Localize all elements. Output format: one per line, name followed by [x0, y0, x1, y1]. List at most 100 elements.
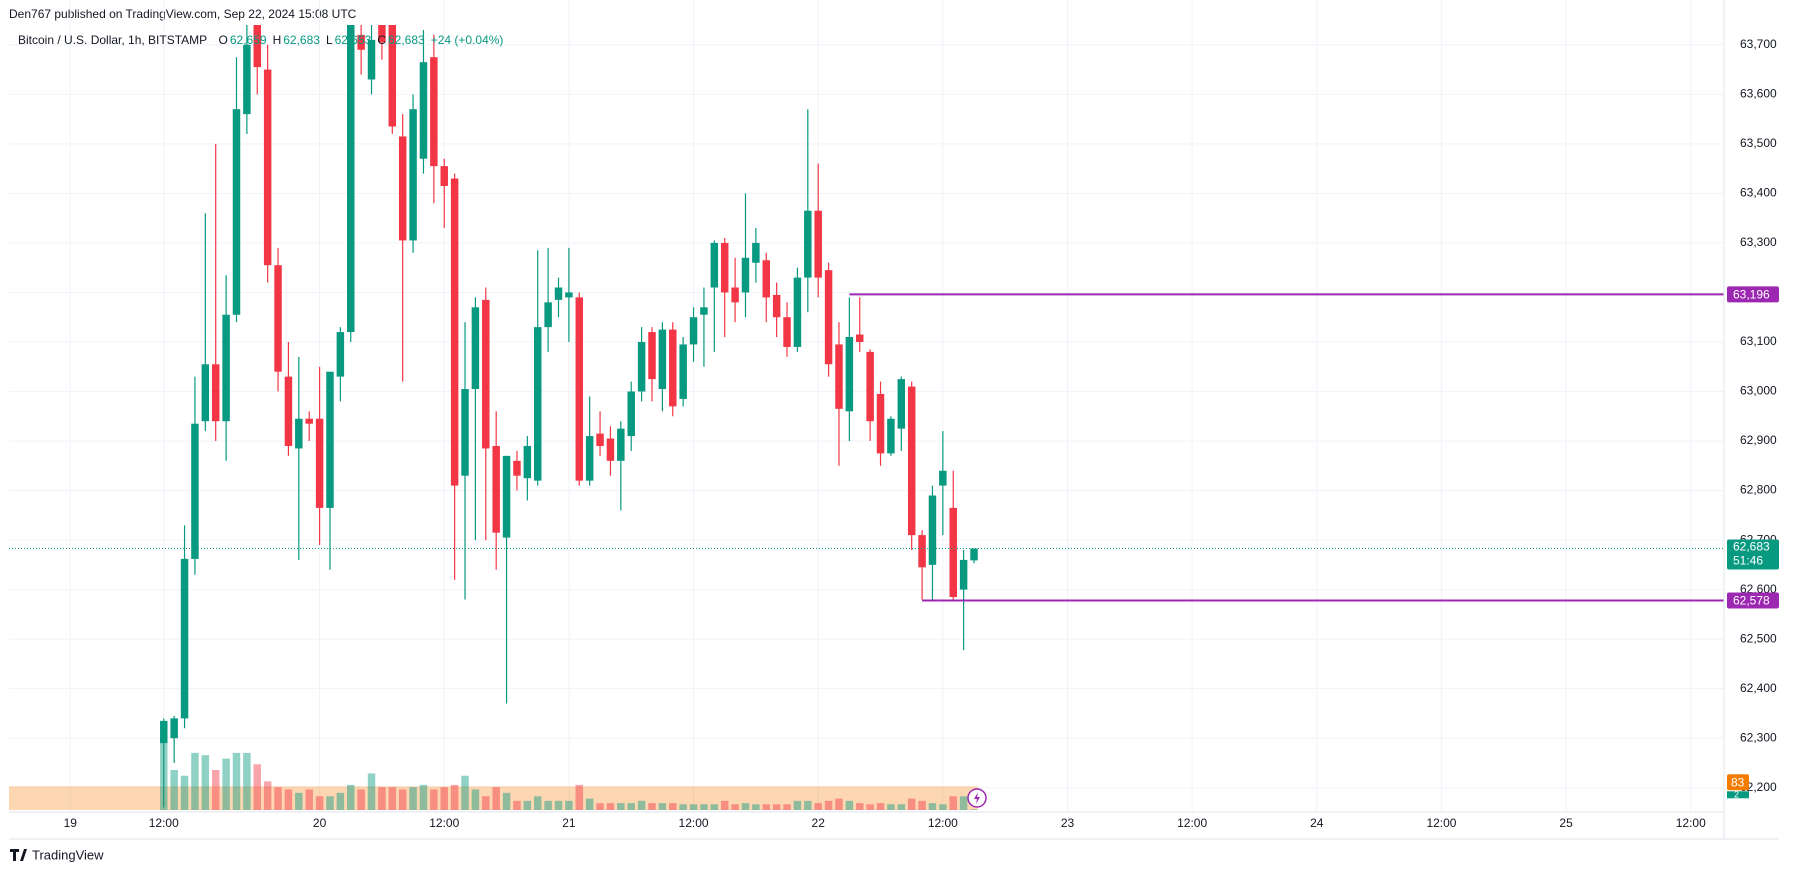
- volume-bar: [845, 800, 854, 810]
- volume-bar: [295, 792, 303, 810]
- x-tick-label: 22: [812, 816, 826, 830]
- volume-bar: [253, 764, 262, 810]
- x-tick-label: 24: [1310, 816, 1324, 830]
- volume-bar: [347, 784, 355, 810]
- candle-body: [689, 317, 698, 345]
- candle-body: [970, 548, 978, 561]
- candle-body: [575, 297, 584, 481]
- y-tick-label: 62,900: [1740, 433, 1777, 447]
- candle-body: [191, 423, 199, 559]
- logo-text: TradingView: [32, 847, 104, 862]
- candle-body: [471, 307, 480, 390]
- candle-body: [461, 389, 469, 476]
- volume-bar: [211, 770, 220, 810]
- candle-body: [814, 210, 822, 278]
- symbol-title: Bitcoin / U.S. Dollar, 1h, BITSTAMP: [18, 33, 208, 47]
- volume-bar: [398, 789, 407, 810]
- candle-body: [201, 364, 210, 422]
- level-box: [1727, 592, 1779, 609]
- candle-body: [180, 558, 189, 719]
- volume-bar: [274, 787, 282, 810]
- volume-bar: [856, 803, 864, 810]
- candle-body: [533, 327, 542, 481]
- candle-body: [211, 364, 220, 422]
- candle-body: [856, 334, 864, 342]
- x-tick-label: 23: [1061, 816, 1075, 830]
- candle-body: [378, 25, 386, 43]
- volume-bar: [658, 803, 667, 810]
- volume-bar: [596, 803, 604, 810]
- candle-body: [347, 25, 355, 333]
- x-tick-label: 12:00: [928, 816, 958, 830]
- volume-bar: [648, 803, 656, 810]
- candle-body: [897, 379, 906, 429]
- volume-ma-label: 83: [1731, 775, 1745, 789]
- volume-bar: [378, 787, 386, 810]
- volume-bar: [482, 796, 490, 810]
- candle-body: [160, 720, 168, 744]
- candle-body: [949, 507, 957, 598]
- grid: [9, 0, 1724, 812]
- y-tick-label: 62,800: [1740, 483, 1777, 497]
- candle-body: [430, 57, 438, 167]
- candle-body: [263, 69, 272, 266]
- candle-body: [357, 34, 365, 50]
- x-tick-label: 12:00: [429, 816, 459, 830]
- candle-body: [752, 242, 760, 263]
- volume-bar: [232, 752, 241, 810]
- volume-bar: [814, 803, 822, 810]
- candle-body: [367, 39, 376, 80]
- volume-bar: [533, 796, 542, 810]
- volume-bar: [461, 775, 469, 810]
- candle-body: [315, 418, 324, 508]
- candle-body: [482, 299, 490, 449]
- volume-bar: [450, 784, 459, 810]
- candle-body: [804, 210, 812, 278]
- y-tick-label: 62,200: [1740, 780, 1777, 794]
- x-tick-label: 12:00: [149, 816, 179, 830]
- candle-body: [669, 329, 677, 407]
- candle-body: [762, 260, 770, 298]
- volume-bar: [305, 789, 313, 810]
- y-tick-label: 63,700: [1740, 37, 1777, 51]
- axes: 62,20062,30062,40062,50062,60062,70062,8…: [64, 37, 1779, 830]
- candle-body: [326, 371, 334, 508]
- volume-bar: [523, 800, 532, 810]
- volume-bar: [897, 804, 906, 810]
- volume-bar: [876, 803, 885, 810]
- volume-bar: [679, 804, 687, 810]
- volume-bar: [565, 800, 573, 810]
- candle-body: [793, 277, 802, 347]
- candle-body: [450, 178, 459, 486]
- volume-bar: [918, 800, 926, 810]
- y-tick-label: 62,500: [1740, 631, 1777, 645]
- candle-body: [554, 287, 563, 300]
- volume-bar: [741, 803, 750, 810]
- volume-bar: [191, 752, 199, 810]
- last-volume-box: [1727, 791, 1749, 799]
- volume-bar: [928, 803, 937, 810]
- volume-bar: [471, 789, 480, 810]
- candle-body: [170, 718, 178, 739]
- volume-bar: [793, 800, 802, 810]
- volume-bar: [669, 803, 677, 810]
- legend-value: 62,683: [388, 33, 425, 47]
- legend-change: +24 (+0.04%): [430, 33, 504, 47]
- volume-bar: [222, 758, 230, 810]
- volume-bar: [180, 775, 189, 810]
- volume-bar: [554, 800, 563, 810]
- volume-bar: [627, 803, 635, 810]
- candle-body: [866, 351, 874, 422]
- candle-body: [398, 136, 407, 241]
- volume-bar: [783, 804, 791, 810]
- candle-body: [700, 307, 708, 315]
- candle-body: [679, 344, 687, 399]
- candle-body: [295, 418, 303, 449]
- volume-bar: [970, 809, 978, 810]
- y-tick-label: 63,300: [1740, 235, 1777, 249]
- alert-bolt: [974, 792, 980, 804]
- level-box: [1727, 286, 1779, 303]
- volume-bar: [284, 789, 293, 810]
